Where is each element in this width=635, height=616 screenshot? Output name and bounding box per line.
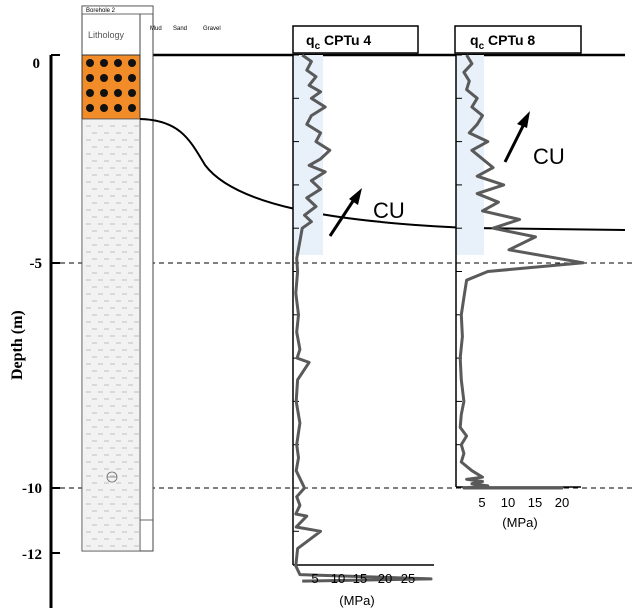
depth-axis: 0 -5 -10 -12 Depth (m) xyxy=(9,54,60,608)
gravel-dot xyxy=(86,89,94,97)
cptu8-qc-trace xyxy=(458,54,585,490)
cptu8-panel: qc CPTu 8 5 10 15 20 (MPa) CU xyxy=(454,25,585,530)
borehole-log: Borehole 2 Lithology Mud Sand Gravel xyxy=(81,5,221,552)
cptu8-xtick-20: 20 xyxy=(555,495,569,510)
cptu4-title-box xyxy=(292,25,419,54)
grain-gravel-label: Gravel xyxy=(203,26,221,32)
sand-dashes xyxy=(86,125,139,547)
cptu4-panel: qc CPTu 4 5 10 15 20 25 (MPa) CU xyxy=(292,25,434,608)
borehole-name: Borehole 2 xyxy=(86,8,116,14)
gravel-dot xyxy=(114,89,122,97)
gravel-dot xyxy=(100,74,108,82)
gravel-dot xyxy=(114,59,122,67)
cptu8-title: qc CPTu 8 xyxy=(470,32,535,52)
depth-axis-title: Depth (m) xyxy=(9,310,26,380)
depth-tick-label-10: -10 xyxy=(22,481,42,497)
gravel-dot xyxy=(100,89,108,97)
gravel-dot xyxy=(128,59,136,67)
gravel-dot xyxy=(128,74,136,82)
cptu4-cu-arrow xyxy=(328,197,357,237)
depth-tick-label-5: -5 xyxy=(30,256,43,272)
gravel-dot xyxy=(86,104,94,112)
cptu4-unit: (MPa) xyxy=(339,593,374,608)
cptu8-title-box xyxy=(454,25,582,54)
cptu4-shade xyxy=(293,55,323,255)
gravel-dot xyxy=(114,74,122,82)
cptu4-xtick-20: 20 xyxy=(378,571,392,586)
cptu4-cu-arrowhead xyxy=(349,188,362,205)
cptu8-xtick-5: 5 xyxy=(478,495,485,510)
cptu8-cu-arrowhead xyxy=(517,111,530,128)
gravel-dot xyxy=(86,74,94,82)
gravel-dot xyxy=(100,104,108,112)
cptu4-title: qc CPTu 4 xyxy=(306,32,371,52)
cptu4-qc-trace xyxy=(294,53,433,583)
cptu8-cu-arrow xyxy=(503,123,526,163)
gravel-dot xyxy=(86,59,94,67)
gravel-dot xyxy=(128,104,136,112)
cptu4-xtick-25: 25 xyxy=(401,571,415,586)
depth-tick-label-0: 0 xyxy=(33,56,41,72)
depth-tick-label-12: -12 xyxy=(22,547,42,563)
cptu4-cu-label: CU xyxy=(373,198,405,223)
cptu8-unit: (MPa) xyxy=(502,515,537,530)
cptu4-xtick-5: 5 xyxy=(311,571,318,586)
gravel-dot xyxy=(114,104,122,112)
gravel-dot xyxy=(100,59,108,67)
unit-boundary-curve xyxy=(139,118,626,231)
lithology-label: Lithology xyxy=(88,30,125,40)
cptu4-xtick-10: 10 xyxy=(331,571,345,586)
cptu4-xtick-15: 15 xyxy=(353,571,367,586)
grain-mud-label: Mud xyxy=(150,26,162,32)
cptu8-xtick-10: 10 xyxy=(501,495,515,510)
cptu8-cu-label: CU xyxy=(533,144,565,169)
cptu8-xtick-15: 15 xyxy=(528,495,542,510)
borehole-name-box xyxy=(81,5,154,15)
gravel-dot xyxy=(128,89,136,97)
sand-unit xyxy=(81,118,141,552)
grain-sand-label: Sand xyxy=(173,26,187,32)
gravel-dots xyxy=(86,59,136,112)
